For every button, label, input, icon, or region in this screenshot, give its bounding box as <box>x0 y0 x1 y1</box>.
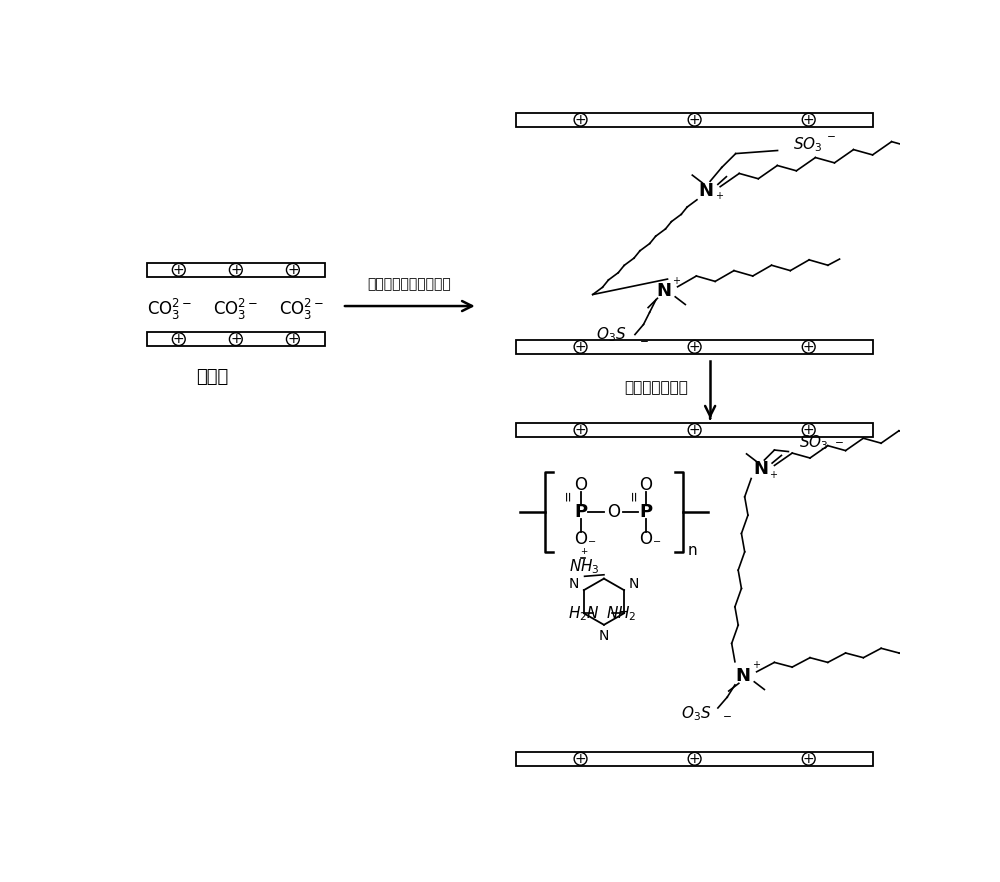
Text: 聚磷酸三聚氰胺: 聚磷酸三聚氰胺 <box>624 380 688 395</box>
Text: $^-$: $^-$ <box>720 713 732 728</box>
Text: $^+$: $^+$ <box>670 276 682 290</box>
Text: $NH_2$: $NH_2$ <box>606 604 636 623</box>
Text: +: + <box>689 751 700 766</box>
Text: n: n <box>688 542 697 557</box>
Text: $^+$: $^+$ <box>713 191 724 206</box>
Text: $^+$: $^+$ <box>750 660 761 673</box>
Bar <box>516 423 873 437</box>
Text: N: N <box>569 578 579 592</box>
Bar <box>147 333 325 346</box>
Text: O: O <box>574 475 587 494</box>
Bar <box>516 113 873 127</box>
Text: $^-$: $^-$ <box>585 539 596 552</box>
Text: +: + <box>689 423 700 437</box>
Text: +: + <box>803 340 815 354</box>
Text: $SO_3$: $SO_3$ <box>793 135 823 153</box>
Text: +: + <box>575 113 586 127</box>
Text: N: N <box>656 281 671 300</box>
Text: $NH_3$: $NH_3$ <box>569 557 600 577</box>
Text: $^-$: $^-$ <box>824 133 836 148</box>
Text: $^-$: $^-$ <box>637 339 649 354</box>
Text: +: + <box>689 340 700 354</box>
Text: +: + <box>803 423 815 437</box>
Text: +: + <box>689 113 700 127</box>
Text: +: + <box>230 333 242 346</box>
Text: $^-$: $^-$ <box>832 439 844 454</box>
Text: N: N <box>735 667 750 684</box>
Text: P: P <box>639 503 652 520</box>
Text: $^-$: $^-$ <box>650 539 661 552</box>
Text: N: N <box>753 460 768 478</box>
Text: M: M <box>689 170 690 171</box>
Bar <box>147 263 325 277</box>
Text: +: + <box>287 333 299 346</box>
Text: N: N <box>629 578 639 592</box>
Text: +: + <box>803 751 815 766</box>
Text: O: O <box>639 475 652 494</box>
Text: +: + <box>575 340 586 354</box>
Text: +: + <box>803 113 815 127</box>
Text: 水滑石: 水滑石 <box>196 368 229 386</box>
Text: $^+$: $^+$ <box>767 470 778 484</box>
Text: +: + <box>173 333 185 346</box>
Text: +: + <box>230 263 242 277</box>
Text: $H_2N$: $H_2N$ <box>568 604 600 623</box>
Text: +: + <box>173 263 185 277</box>
Text: $SO_3$: $SO_3$ <box>799 434 829 452</box>
Text: O: O <box>607 503 620 520</box>
Text: +: + <box>575 751 586 766</box>
Text: $\mathregular{CO_3^{2-}}$: $\mathregular{CO_3^{2-}}$ <box>279 297 324 323</box>
Bar <box>516 340 873 354</box>
Text: +: + <box>287 263 299 277</box>
Text: =: = <box>628 490 642 501</box>
Text: O: O <box>639 529 652 548</box>
Text: $\mathregular{CO_3^{2-}}$: $\mathregular{CO_3^{2-}}$ <box>147 297 192 323</box>
Bar <box>516 751 873 766</box>
Text: $O_3S$: $O_3S$ <box>596 325 627 344</box>
Text: +: + <box>575 423 586 437</box>
Text: $O_3S$: $O_3S$ <box>681 705 711 723</box>
Text: N: N <box>599 630 609 643</box>
Text: O: O <box>574 529 587 548</box>
Text: $^+$: $^+$ <box>579 548 589 560</box>
Text: 十二烷基磺丙基甜菜碱: 十二烷基磺丙基甜菜碱 <box>368 278 451 291</box>
Text: P: P <box>574 503 587 520</box>
Text: =: = <box>563 490 577 501</box>
Text: $\mathregular{CO_3^{2-}}$: $\mathregular{CO_3^{2-}}$ <box>213 297 258 323</box>
Text: N: N <box>699 182 714 199</box>
